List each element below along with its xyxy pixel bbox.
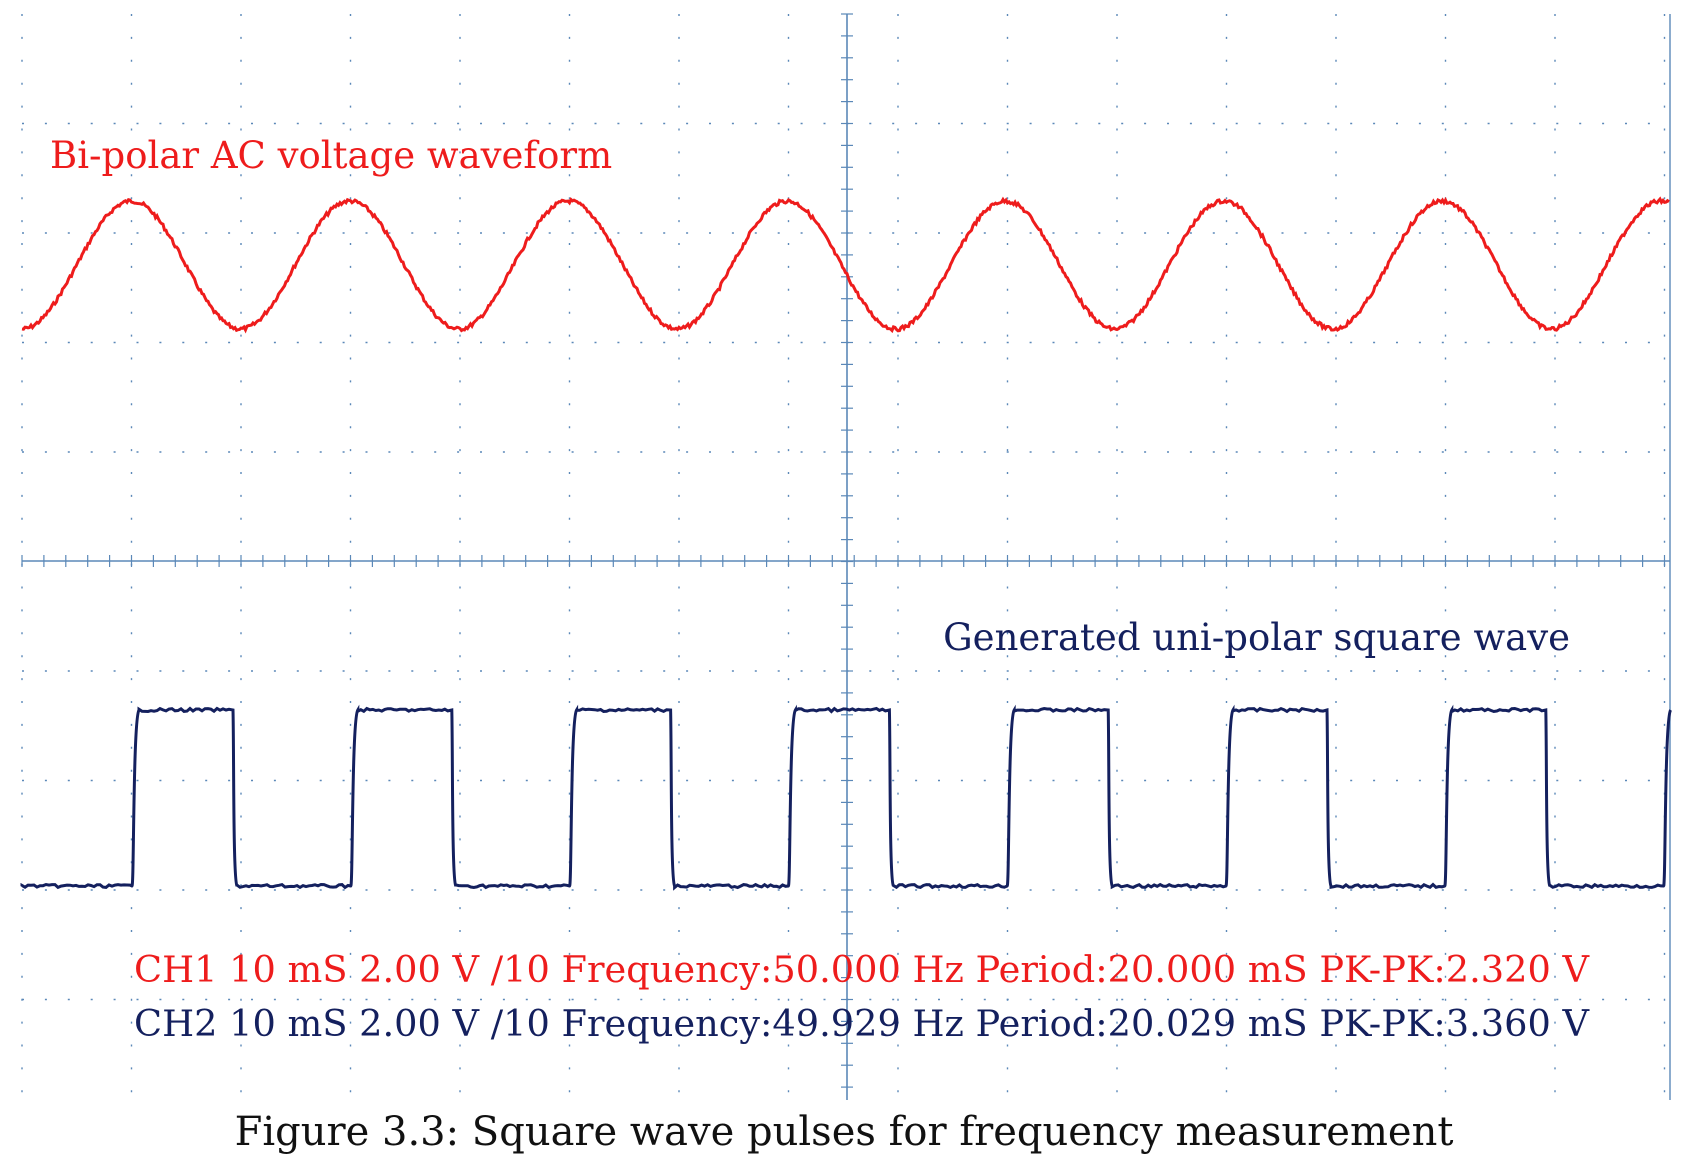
grid (21, 13, 1671, 1100)
figure-caption: Figure 3.3: Square wave pulses for frequ… (234, 1109, 1454, 1155)
ch2-square-wave (20, 704, 1673, 891)
ch2-label: Generated uni-polar square wave (943, 616, 1570, 659)
ch1-sine-wave (21, 196, 1670, 334)
ch1-label: Bi-polar AC voltage waveform (50, 134, 612, 177)
ch2-readout: CH2 10 mS 2.00 V /10 Frequency:49.929 Hz… (134, 1004, 1590, 1045)
ch1-readout: CH1 10 mS 2.00 V /10 Frequency:50.000 Hz… (134, 950, 1590, 991)
oscilloscope-screen: Bi-polar AC voltage waveform Generated u… (20, 13, 1673, 1100)
